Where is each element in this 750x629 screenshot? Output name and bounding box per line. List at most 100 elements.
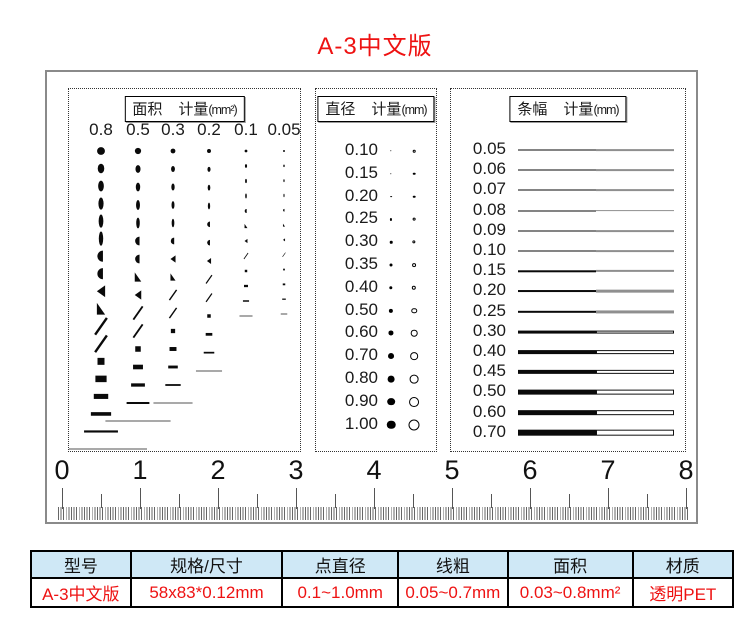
band-row: 0.10: [451, 240, 685, 262]
diameter-label: 0.25: [344, 208, 378, 228]
diameter-filled-dot: [388, 308, 394, 313]
area-shape-sliver: [282, 252, 286, 257]
diameter-filled-dot: [389, 286, 393, 290]
area-shape-square: [97, 357, 105, 365]
ruler-number: 6: [522, 455, 538, 485]
band-solid-line: [518, 169, 596, 171]
area-shape-ellipse: [207, 202, 211, 210]
area-shape-bar: [169, 347, 177, 351]
diameter-panel-unit: (mm): [401, 103, 427, 117]
ruler-tick-half: [491, 494, 492, 508]
area-shape-ellipse: [283, 164, 285, 168]
band-row: 0.50: [451, 381, 685, 403]
diameter-filled-dot: [390, 195, 392, 198]
diameter-row: 0.35: [316, 254, 436, 276]
diameter-panel-title2: 计量: [371, 101, 402, 118]
band-hollow-line: [596, 390, 674, 395]
area-shape-circle: [134, 147, 142, 155]
band-solid-line: [518, 290, 596, 293]
area-shape-halfdisc: [207, 239, 210, 246]
diameter-row: 0.25: [316, 208, 436, 230]
band-hollow-line: [596, 409, 674, 416]
ruler-tick-half: [101, 494, 102, 508]
spec-header-cell: 规格/尺寸: [129, 550, 284, 579]
spec-value-cell: 0.1~1.0mm: [281, 577, 400, 608]
band-row: 0.09: [451, 220, 685, 242]
ruler-tick-half: [335, 494, 336, 508]
ruler-tick-cm: [608, 488, 609, 509]
diameter-row: 1.00: [316, 414, 436, 436]
area-shape-ellipse: [98, 180, 104, 192]
band-label: 0.10: [472, 240, 506, 260]
diameter-label: 0.90: [344, 390, 378, 410]
area-shape-bar: [203, 351, 215, 354]
area-shape-bar: [282, 298, 286, 300]
area-shape-square: [283, 268, 285, 271]
diameter-open-circle: [412, 195, 416, 198]
diameter-label: 0.60: [344, 322, 378, 342]
spec-table-value-row: A-3中文版 58x83*0.12mm 0.1~1.0mm 0.05~0.7mm 0.0…: [30, 577, 735, 608]
diameter-panel-title: 直径: [325, 101, 356, 118]
diameter-open-circle: [410, 352, 418, 361]
band-solid-line: [518, 230, 596, 232]
diameter-panel: 直径 计量(mm) 0.10 0.15 0.20 0.25 0.30 0.35 0.40 0.5…: [315, 88, 437, 452]
ruler-tick-cm: [296, 488, 297, 509]
diameter-filled-dot: [386, 420, 396, 429]
spec-value-cell: 58x83*0.12mm: [129, 577, 284, 608]
band-label: 0.20: [472, 280, 506, 300]
area-shape-bar: [280, 313, 288, 315]
area-shape-ellipse: [136, 200, 140, 210]
band-solid-line: [518, 330, 596, 334]
band-row: 0.30: [451, 321, 685, 343]
band-hollow-line: [596, 189, 674, 192]
area-shape-halfdisc: [97, 250, 103, 262]
area-shape-ellipse: [98, 214, 104, 228]
area-shape-square: [207, 314, 211, 318]
ruler-tick-half: [179, 494, 180, 508]
area-shape-bar: [239, 315, 253, 317]
area-shape-bar: [105, 420, 171, 422]
diameter-label: 0.70: [344, 345, 378, 365]
area-shape-sliver: [168, 307, 178, 319]
band-solid-line: [518, 429, 596, 437]
band-solid-line: [518, 390, 596, 395]
area-shape-circle: [97, 147, 105, 155]
area-shape-ellipse: [171, 183, 175, 191]
area-shape-triangle: [170, 255, 176, 263]
diameter-filled-dot: [389, 240, 393, 244]
band-label: 0.08: [472, 199, 506, 219]
band-label: 0.07: [472, 179, 506, 199]
area-shape-sliver: [243, 252, 249, 260]
band-hollow-line: [596, 149, 674, 151]
diameter-open-circle: [412, 149, 416, 153]
band-hollow-line: [596, 310, 674, 314]
area-column-label: 0.8: [89, 120, 113, 139]
area-shape-bar: [205, 332, 213, 336]
diameter-open-circle: [408, 419, 420, 431]
ruler-fine-ticks: [58, 507, 690, 520]
band-solid-line: [518, 149, 596, 151]
diameter-label: 0.80: [344, 368, 378, 388]
diameter-row: 0.40: [316, 277, 436, 299]
diameter-row: 0.60: [316, 322, 436, 344]
diameter-filled-dot: [387, 375, 395, 383]
band-solid-line: [518, 189, 596, 191]
band-panel: 条幅 计量(mm) 0.05 0.06 0.07 0.08 0.09 0.10 0.15 0.2…: [450, 88, 686, 452]
band-solid-line: [518, 409, 596, 416]
area-column-label: 0.2: [197, 120, 221, 139]
ruler-tick-half: [647, 494, 648, 508]
area-column-label: 0.05: [267, 120, 301, 139]
band-solid-line: [518, 210, 596, 212]
area-shape-bar: [244, 284, 248, 288]
band-hollow-line: [596, 429, 674, 437]
diameter-label: 0.35: [344, 254, 378, 274]
diameter-filled-dot: [389, 218, 393, 221]
area-shape-ellipse: [135, 165, 141, 173]
band-label: 0.40: [472, 341, 506, 361]
diameter-open-circle: [410, 330, 418, 337]
area-shape-triangle: [282, 223, 286, 227]
area-shape-ellipse: [171, 166, 175, 172]
band-hollow-line: [596, 330, 674, 334]
band-solid-line: [518, 310, 596, 313]
spec-header-cell: 面积: [506, 550, 634, 579]
